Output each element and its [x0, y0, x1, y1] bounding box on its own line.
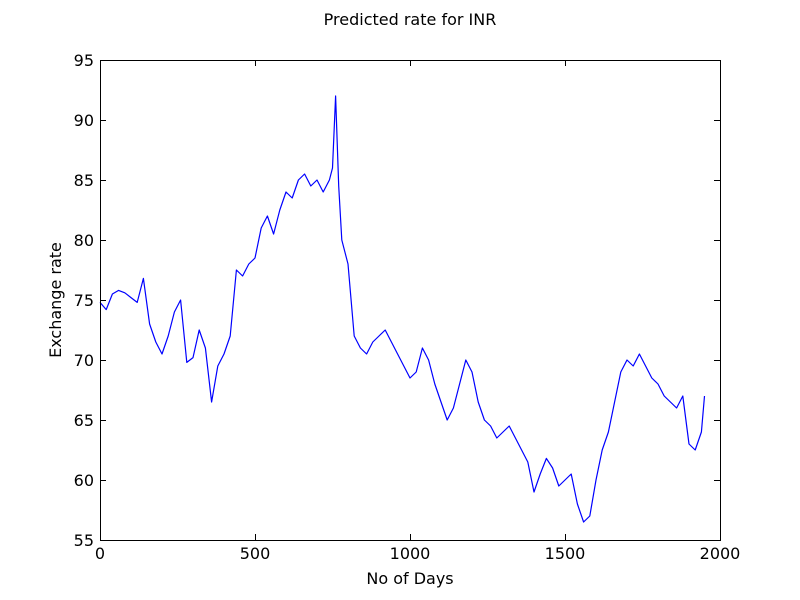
y-tick-label: 55	[74, 531, 94, 550]
x-tick-label: 2000	[700, 544, 741, 563]
y-tick-label: 95	[74, 51, 94, 70]
x-axis-title: No of Days	[366, 569, 453, 588]
y-tick-label: 70	[74, 351, 94, 370]
y-tick-label: 60	[74, 471, 94, 490]
x-tick-label: 0	[95, 544, 105, 563]
plot-frame	[100, 60, 721, 541]
y-tick-label: 85	[74, 171, 94, 190]
series-layer	[99, 95, 706, 523]
series-line-0	[99, 95, 706, 523]
chart-title: Predicted rate for INR	[324, 10, 497, 29]
y-tick-label: 80	[74, 231, 94, 250]
y-axis-title: Exchange rate	[46, 242, 65, 358]
y-tick-label: 90	[74, 111, 94, 130]
tick-layer: 0 500 1000 1500 2000 55 60 65 70 75 80 85 90 95	[74, 51, 741, 563]
x-tick-label: 500	[240, 544, 271, 563]
y-tick-label: 75	[74, 291, 94, 310]
x-tick-label: 1000	[390, 544, 431, 563]
x-tick-label: 1500	[545, 544, 586, 563]
y-tick-label: 65	[74, 411, 94, 430]
